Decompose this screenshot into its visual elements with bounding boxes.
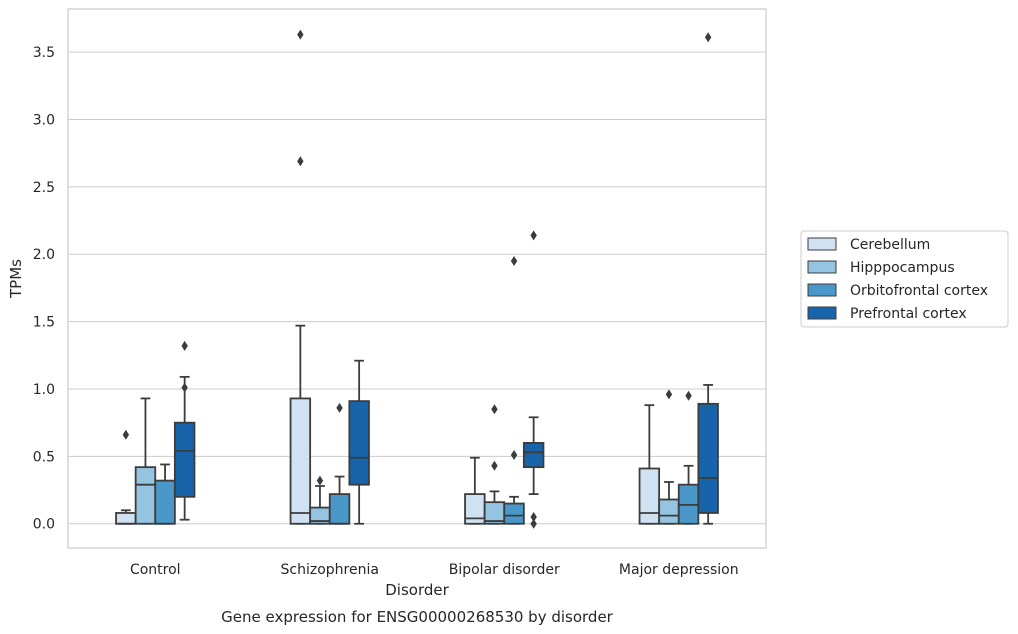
x-tick-label: Major depression	[619, 562, 739, 578]
y-tick-label: 1.0	[33, 382, 55, 398]
box-2-1	[328, 402, 351, 525]
box-0-0	[115, 429, 137, 525]
outlier-point	[122, 429, 130, 440]
y-tick-label: 0.5	[33, 449, 55, 465]
legend-swatch	[807, 283, 837, 297]
y-tick-label: 0.0	[33, 517, 55, 533]
outlier-point	[181, 340, 188, 351]
box-iqr	[638, 467, 661, 525]
outlier-point	[665, 389, 673, 400]
x-tick-label: Bipolar disorder	[449, 562, 560, 578]
legend-swatch	[807, 237, 837, 251]
x-axis-title: Disorder	[385, 581, 449, 599]
outlier-point	[491, 404, 498, 415]
outlier-point	[510, 450, 518, 461]
box-plots	[115, 29, 719, 529]
legend-frame	[800, 230, 1009, 328]
outlier-point	[530, 512, 537, 523]
outlier-point	[316, 475, 324, 486]
box-2-0	[154, 463, 176, 525]
outlier-point	[530, 518, 537, 529]
box-iqr	[289, 397, 312, 525]
box-3-3	[697, 32, 719, 525]
box-3-0	[173, 340, 196, 521]
legend-label: Prefrontal cortex	[850, 306, 967, 322]
box-iqr	[522, 441, 545, 469]
x-tick-label: Control	[130, 562, 181, 578]
plot-frame	[67, 8, 767, 549]
box-1-3	[658, 389, 680, 525]
box-iqr	[348, 400, 370, 486]
box-2-3	[677, 390, 700, 525]
box-iqr	[115, 512, 137, 525]
outlier-point	[530, 230, 537, 241]
box-iqr	[464, 493, 486, 525]
box-iqr	[697, 402, 719, 514]
outlier-point	[181, 382, 188, 393]
outlier-point	[685, 390, 692, 401]
legend-swatch	[807, 260, 837, 274]
legend: Cerebellum Hipppocampus Orbitofrontal cort…	[800, 230, 1009, 328]
outlier-point	[704, 32, 712, 43]
x-axis-ticks: Control Schizophrenia Bipolar disorder Majo…	[130, 562, 739, 578]
outlier-point	[297, 29, 304, 40]
legend-label: Cerebellum	[850, 237, 930, 253]
box-iqr	[658, 498, 680, 525]
y-axis-ticks: 0.0 0.5 1.0 1.5 2.0 2.5 3.0 3.5	[33, 45, 55, 533]
box-iqr	[173, 421, 196, 498]
legend-label: Hipppocampus	[850, 260, 955, 276]
chart-caption: Gene expression for ENSG00000268530 by d…	[221, 608, 614, 626]
box-0-3	[638, 404, 661, 525]
box-1-0	[134, 397, 157, 525]
outlier-point	[297, 156, 304, 167]
outlier-point	[491, 460, 498, 471]
box-iqr	[154, 479, 176, 525]
box-iqr	[134, 466, 157, 525]
box-0-1	[289, 29, 312, 525]
box-3-2	[522, 230, 545, 529]
outlier-point	[336, 402, 343, 413]
x-tick-label: Schizophrenia	[281, 562, 379, 578]
box-iqr	[503, 502, 525, 525]
legend-swatch	[807, 306, 837, 320]
box-3-1	[348, 359, 370, 525]
box-iqr	[328, 493, 351, 525]
y-axis-title: TPMs	[7, 259, 25, 299]
y-tick-label: 2.5	[33, 180, 55, 196]
y-tick-label: 1.5	[33, 315, 55, 331]
box-1-1	[309, 475, 331, 525]
outlier-point	[510, 255, 518, 266]
legend-label: Orbitofrontal cortex	[850, 283, 988, 299]
box-0-2	[464, 456, 486, 525]
y-tick-label: 2.0	[33, 247, 55, 263]
box-2-2	[503, 255, 525, 525]
y-tick-label: 3.0	[33, 112, 55, 128]
box-1-2	[483, 404, 506, 525]
y-tick-label: 3.5	[33, 45, 55, 61]
gridlines	[68, 51, 766, 525]
legend-items: Cerebellum Hipppocampus Orbitofrontal cort…	[807, 237, 988, 322]
